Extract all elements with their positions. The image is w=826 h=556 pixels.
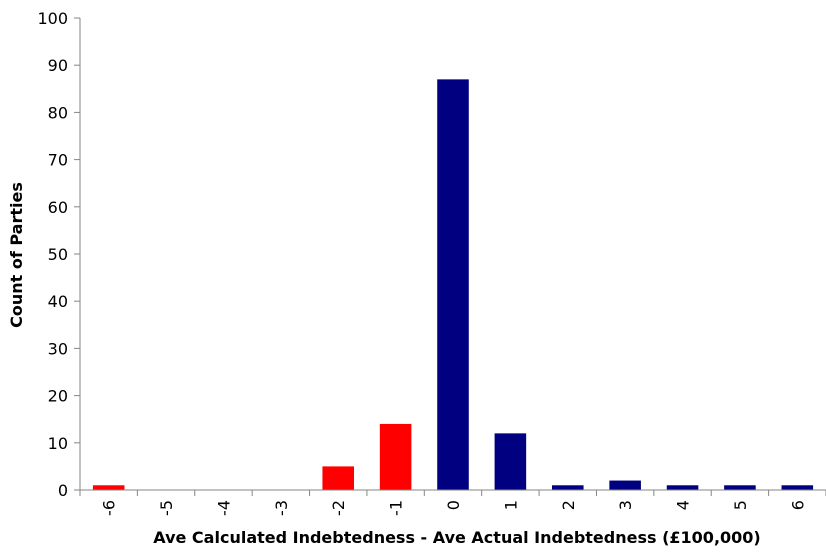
y-tick-label: 60 [48, 198, 68, 217]
bar-3 [609, 480, 641, 490]
bar-4 [666, 485, 699, 490]
y-tick-labels: 0 10 20 30 40 50 60 70 80 90 100 [37, 9, 68, 500]
x-tick-label: -1 [387, 500, 406, 516]
x-tick-label: 3 [616, 500, 635, 510]
y-tick-label: 40 [48, 292, 68, 311]
y-tick-label: 0 [58, 481, 68, 500]
y-axis-title: Count of Parties [7, 182, 26, 328]
y-tick-label: 70 [48, 151, 68, 170]
y-tick-label: 30 [48, 339, 68, 358]
axes [74, 17, 826, 496]
y-tick-label: 80 [48, 103, 68, 122]
y-tick-label: 10 [48, 434, 68, 453]
y-tick-label: 100 [37, 9, 68, 28]
x-tick-label: 0 [444, 500, 463, 510]
y-tick-label: 50 [48, 245, 68, 264]
x-tick-label: 4 [674, 500, 693, 510]
y-tick-label: 20 [48, 387, 68, 406]
bar--6 [92, 485, 125, 490]
bar--2 [322, 466, 355, 490]
x-tick-label: -2 [329, 500, 348, 516]
bars [92, 79, 814, 491]
x-tick-label: -5 [157, 500, 176, 516]
x-tick-label: 2 [559, 500, 578, 510]
bar-1 [494, 433, 527, 490]
x-axis-title: Ave Calculated Indebtedness - Ave Actual… [153, 528, 760, 547]
x-tick-label: -4 [214, 500, 233, 516]
bar-2 [551, 485, 584, 490]
x-tick-label: -3 [272, 500, 291, 516]
x-tick-label: 5 [731, 500, 750, 510]
x-tick-label: -6 [100, 500, 119, 516]
x-tick-label: 6 [788, 500, 807, 510]
bar--1 [379, 423, 412, 490]
bar-6 [781, 485, 814, 490]
x-tick-labels: -6 -5 -4 -3 -2 -1 0 1 2 3 4 5 6 [100, 500, 808, 516]
y-tick-label: 90 [48, 56, 68, 75]
bar-5 [724, 485, 756, 490]
bar-0 [437, 79, 469, 491]
x-tick-label: 1 [501, 500, 520, 510]
